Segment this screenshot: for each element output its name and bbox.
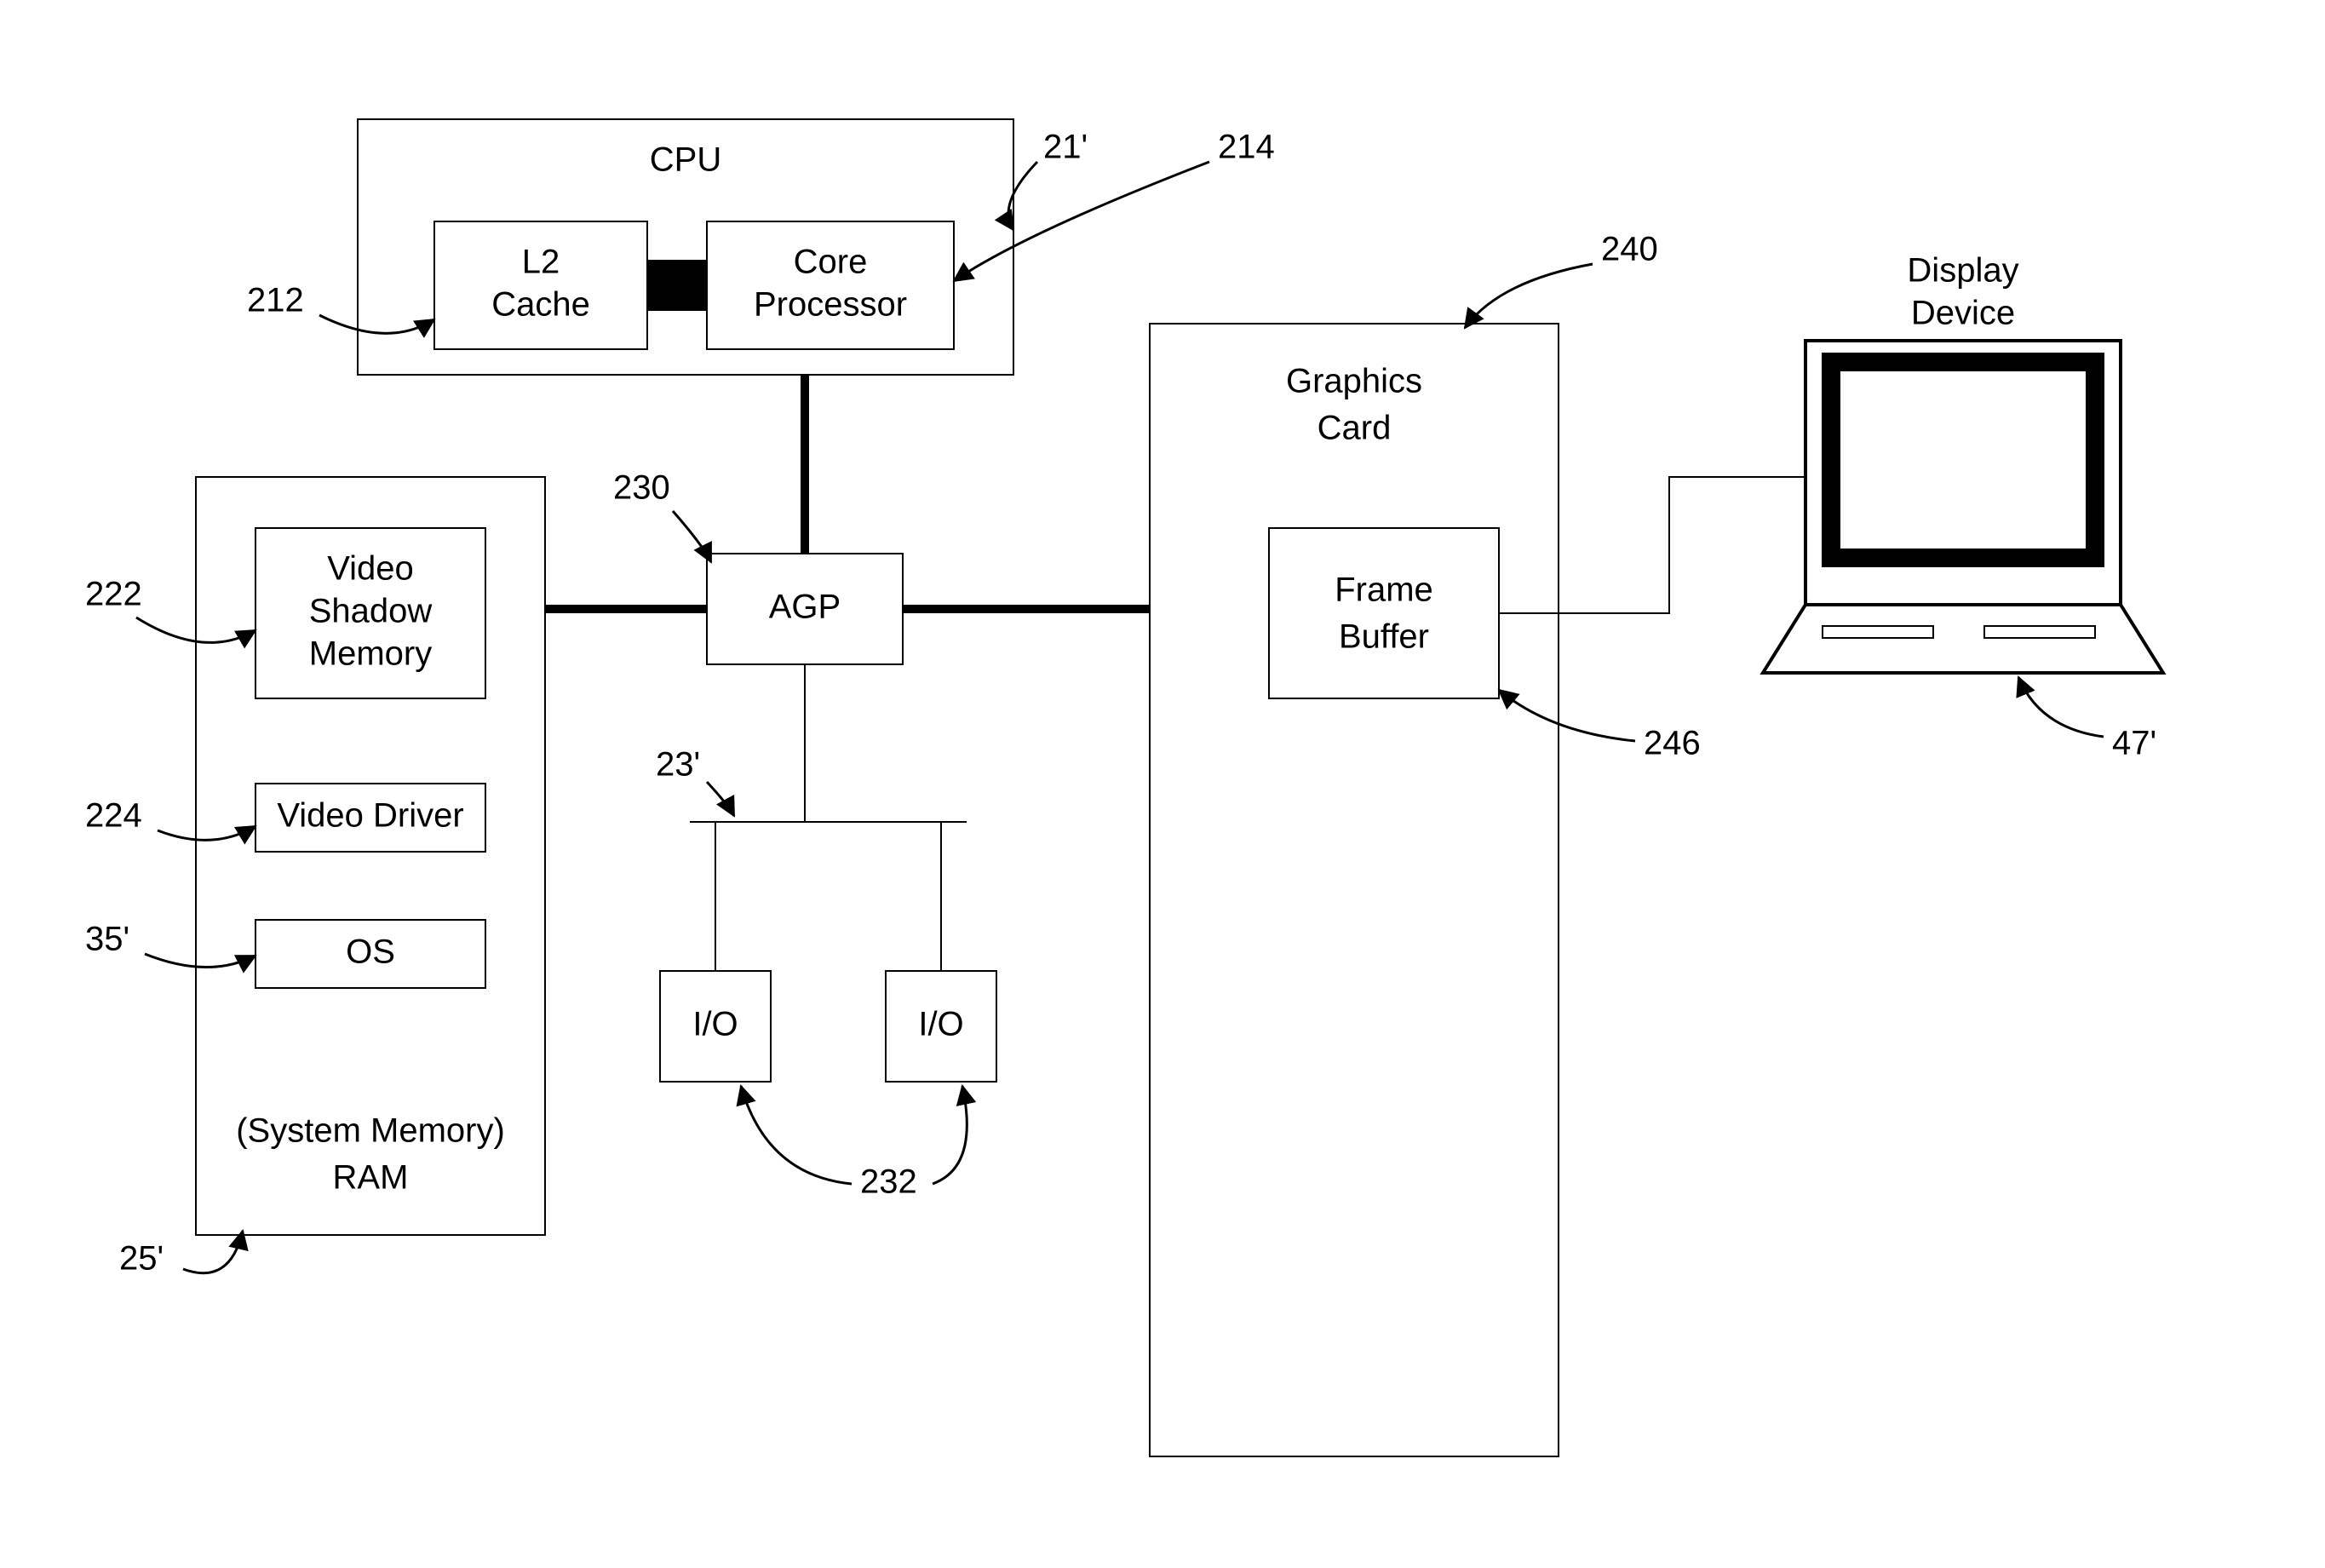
l2-cache-label-2: Cache xyxy=(491,286,590,324)
l2-core-connector xyxy=(647,260,707,311)
lead-47p xyxy=(2018,677,2104,737)
ref-25p: 25' xyxy=(119,1240,164,1278)
ram-label-1: (System Memory) xyxy=(236,1112,505,1150)
ref-222: 222 xyxy=(85,576,142,613)
display-device-label-1: Display xyxy=(1907,252,2018,290)
lead-232-right xyxy=(933,1086,967,1184)
lead-230 xyxy=(673,511,711,562)
frame-buffer-box xyxy=(1269,528,1499,698)
ref-35p: 35' xyxy=(85,921,129,958)
io1-label: I/O xyxy=(692,1006,738,1043)
core-processor-label-2: Processor xyxy=(754,286,907,324)
os-label: OS xyxy=(346,933,395,971)
ref-240: 240 xyxy=(1601,231,1658,268)
lead-240 xyxy=(1465,264,1593,328)
lead-23p xyxy=(707,782,734,816)
ref-214: 214 xyxy=(1218,129,1275,166)
graphics-card-box xyxy=(1150,324,1559,1456)
core-processor-label-1: Core xyxy=(794,244,868,281)
io2-label: I/O xyxy=(918,1006,963,1043)
agp-label: AGP xyxy=(769,589,841,626)
graphics-card-label-1: Graphics xyxy=(1286,363,1422,400)
vsm-label-1: Video xyxy=(327,550,414,588)
monitor-icon xyxy=(1763,341,2163,673)
graphics-card-label-2: Card xyxy=(1318,410,1392,447)
vsm-label-3: Memory xyxy=(309,635,432,673)
ref-246: 246 xyxy=(1644,725,1701,762)
ref-21p: 21' xyxy=(1043,129,1088,166)
lead-25p xyxy=(183,1231,243,1273)
display-device-label-2: Device xyxy=(1911,295,2015,332)
ref-224: 224 xyxy=(85,797,142,835)
vsm-label-2: Shadow xyxy=(309,593,433,630)
diagram-canvas: CPU L2 Cache Core Processor (System Memo… xyxy=(0,0,2325,1568)
ref-212: 212 xyxy=(247,282,304,319)
frame-buffer-label-2: Buffer xyxy=(1339,618,1429,656)
ram-label-2: RAM xyxy=(333,1159,409,1197)
lead-232-left xyxy=(741,1086,852,1184)
ref-232: 232 xyxy=(860,1163,917,1201)
ref-23p: 23' xyxy=(656,746,700,784)
ref-230: 230 xyxy=(613,469,670,507)
frame-buffer-label-1: Frame xyxy=(1335,571,1433,609)
ref-47p: 47' xyxy=(2112,725,2156,762)
l2-cache-label-1: L2 xyxy=(522,244,560,281)
cpu-label: CPU xyxy=(650,141,721,179)
video-driver-label: Video Driver xyxy=(277,797,463,835)
